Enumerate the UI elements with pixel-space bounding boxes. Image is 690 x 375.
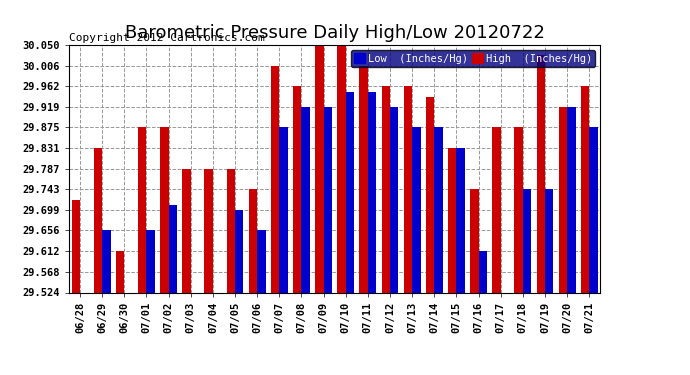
- Bar: [293, 86, 302, 292]
- Legend: Low  (Inches/Hg), High  (Inches/Hg): Low (Inches/Hg), High (Inches/Hg): [351, 50, 595, 67]
- Bar: [168, 205, 177, 292]
- Bar: [368, 92, 376, 292]
- Title: Barometric Pressure Daily High/Low 20120722: Barometric Pressure Daily High/Low 20120…: [125, 24, 544, 42]
- Bar: [523, 189, 531, 292]
- Bar: [426, 97, 434, 292]
- Bar: [226, 169, 235, 292]
- Bar: [390, 106, 398, 292]
- Bar: [567, 106, 575, 292]
- Bar: [456, 148, 465, 292]
- Bar: [160, 128, 168, 292]
- Bar: [337, 45, 346, 292]
- Bar: [204, 169, 213, 292]
- Bar: [102, 230, 110, 292]
- Bar: [589, 128, 598, 292]
- Bar: [146, 230, 155, 292]
- Bar: [257, 230, 266, 292]
- Bar: [346, 92, 354, 292]
- Bar: [138, 128, 146, 292]
- Bar: [559, 106, 567, 292]
- Bar: [182, 169, 190, 292]
- Bar: [581, 86, 589, 292]
- Bar: [359, 66, 368, 292]
- Bar: [404, 86, 412, 292]
- Bar: [545, 189, 553, 292]
- Bar: [492, 128, 501, 292]
- Bar: [116, 251, 124, 292]
- Bar: [479, 251, 487, 292]
- Bar: [94, 148, 102, 292]
- Bar: [412, 128, 420, 292]
- Bar: [235, 210, 244, 292]
- Bar: [382, 86, 390, 292]
- Bar: [448, 148, 456, 292]
- Text: Copyright 2012 Cartronics.com: Copyright 2012 Cartronics.com: [69, 33, 265, 42]
- Bar: [249, 189, 257, 292]
- Bar: [434, 128, 443, 292]
- Bar: [315, 45, 324, 292]
- Bar: [72, 200, 80, 292]
- Bar: [324, 106, 332, 292]
- Bar: [470, 189, 479, 292]
- Bar: [279, 128, 288, 292]
- Bar: [515, 128, 523, 292]
- Bar: [537, 56, 545, 292]
- Bar: [271, 66, 279, 292]
- Bar: [302, 106, 310, 292]
